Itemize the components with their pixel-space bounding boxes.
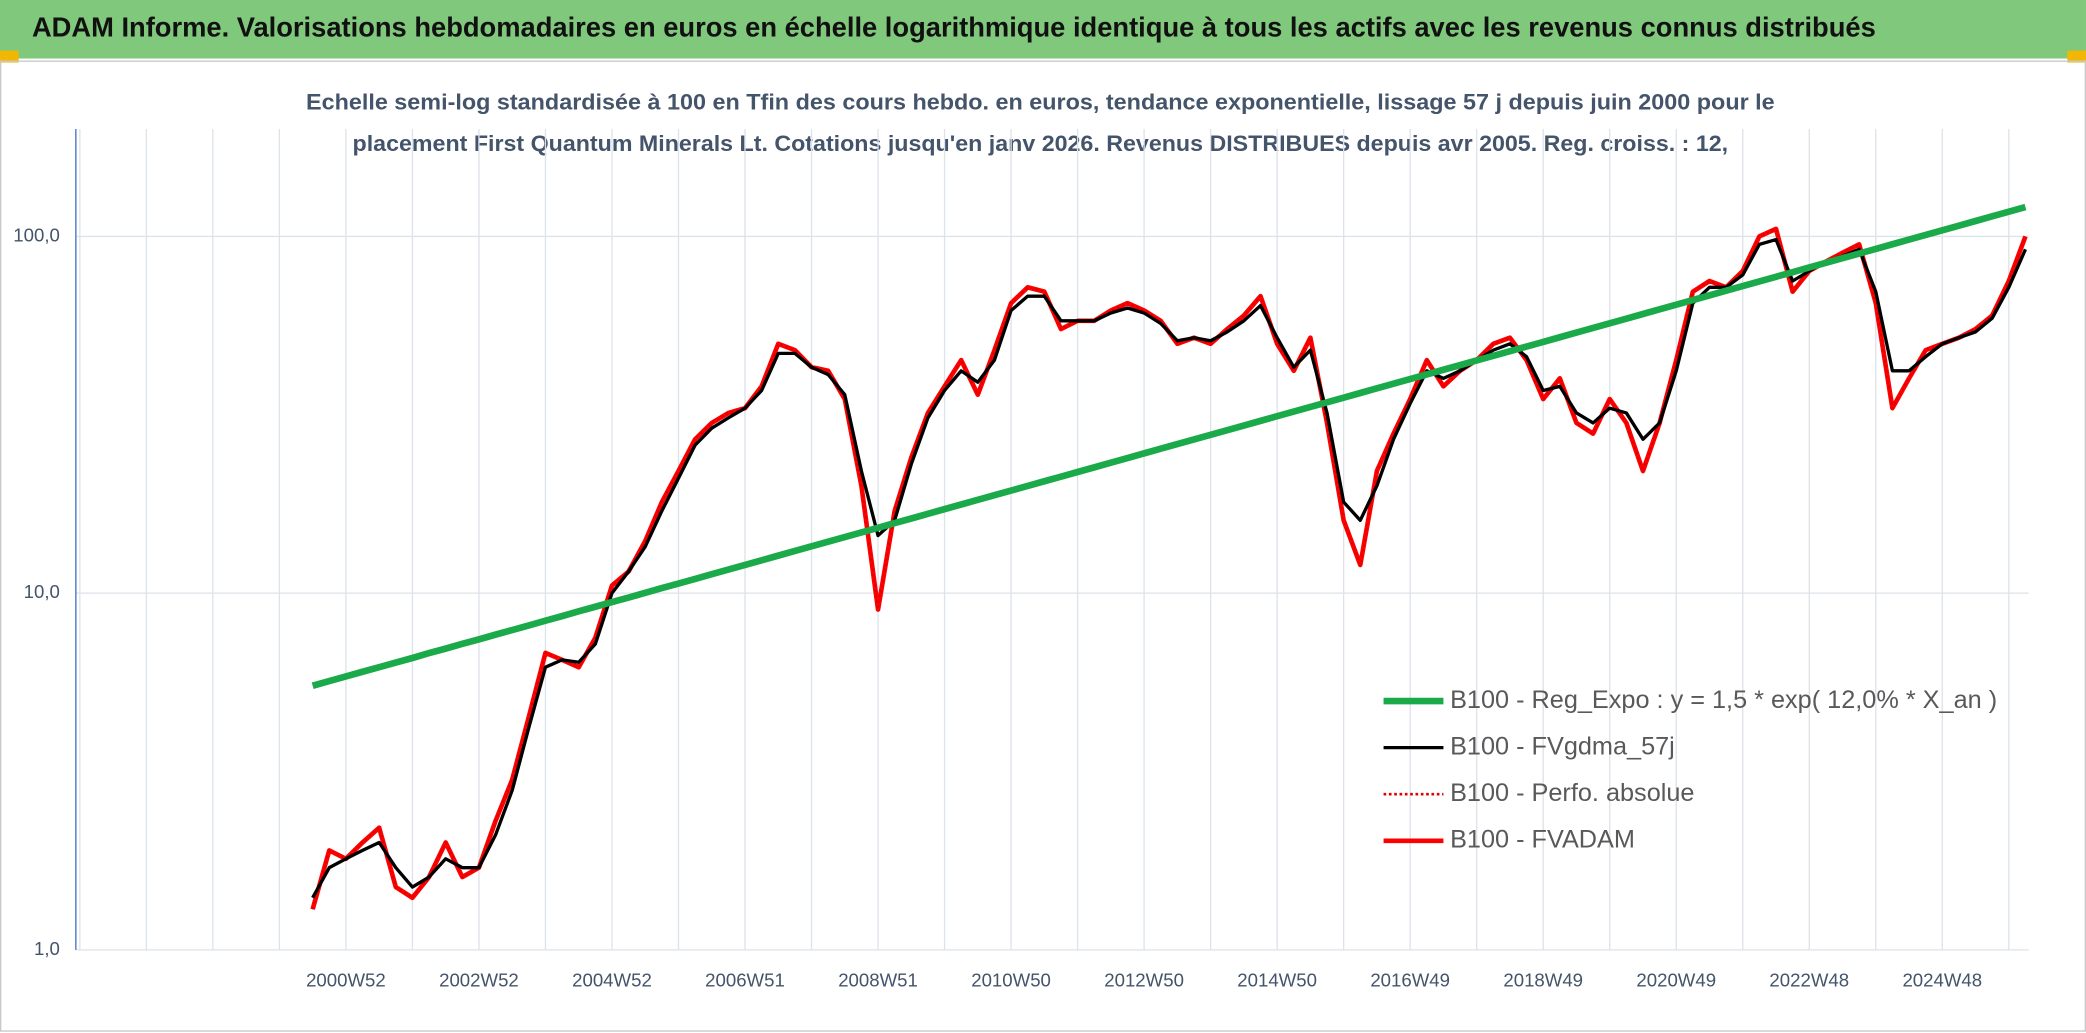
x-tick-label: 2018W49 [1503,970,1583,991]
x-tick-label: 2006W51 [705,970,785,991]
grid [75,129,2029,951]
frame [0,60,2086,1032]
legend-label: B100 - FVADAM [1450,825,1635,853]
y-tick-label: 10,0 [24,581,60,602]
subtitle: placement First Quantum Minerals Lt. Cot… [353,131,1729,156]
x-tick-label: 2012W50 [1104,970,1184,991]
x-tick-label: 2010W50 [971,970,1051,991]
legend-label: B100 - Perfo. absolue [1450,779,1694,807]
corner-marker [0,50,19,63]
y-tick-label: 1,0 [34,938,60,959]
legend: B100 - Reg_Expo : y = 1,5 * exp( 12,0% *… [1383,686,1997,853]
plot [310,203,2028,910]
corner-marker [2067,50,2086,63]
series-line [311,227,2027,910]
legend-label: B100 - Reg_Expo : y = 1,5 * exp( 12,0% *… [1450,686,1997,714]
series-line [311,237,2027,899]
x-tick-label: 2008W51 [838,970,918,991]
x-tick-label: 2000W52 [306,970,386,991]
x-tick-label: 2004W52 [572,970,652,991]
title-bar [0,0,2086,59]
x-tick-label: 2016W49 [1370,970,1450,991]
series-line [311,203,2027,689]
x-tick-label: 2024W48 [1902,970,1982,991]
x-tick-label: 2020W49 [1636,970,1716,991]
y-tick-label: 100,0 [13,224,60,245]
subtitle: Echelle semi-log standardisée à 100 en T… [306,90,1775,115]
chart-title: ADAM Informe. Valorisations hebdomadaire… [32,12,1876,43]
axes: 1,0 10,0 100,0 2000W52 2002W52 2004W52 2006W51… [13,224,1982,990]
x-tick-label: 2014W50 [1237,970,1317,991]
legend-label: B100 - FVgdma_57j [1450,732,1675,760]
x-tick-label: 2002W52 [439,970,519,991]
x-tick-label: 2022W48 [1769,970,1849,991]
